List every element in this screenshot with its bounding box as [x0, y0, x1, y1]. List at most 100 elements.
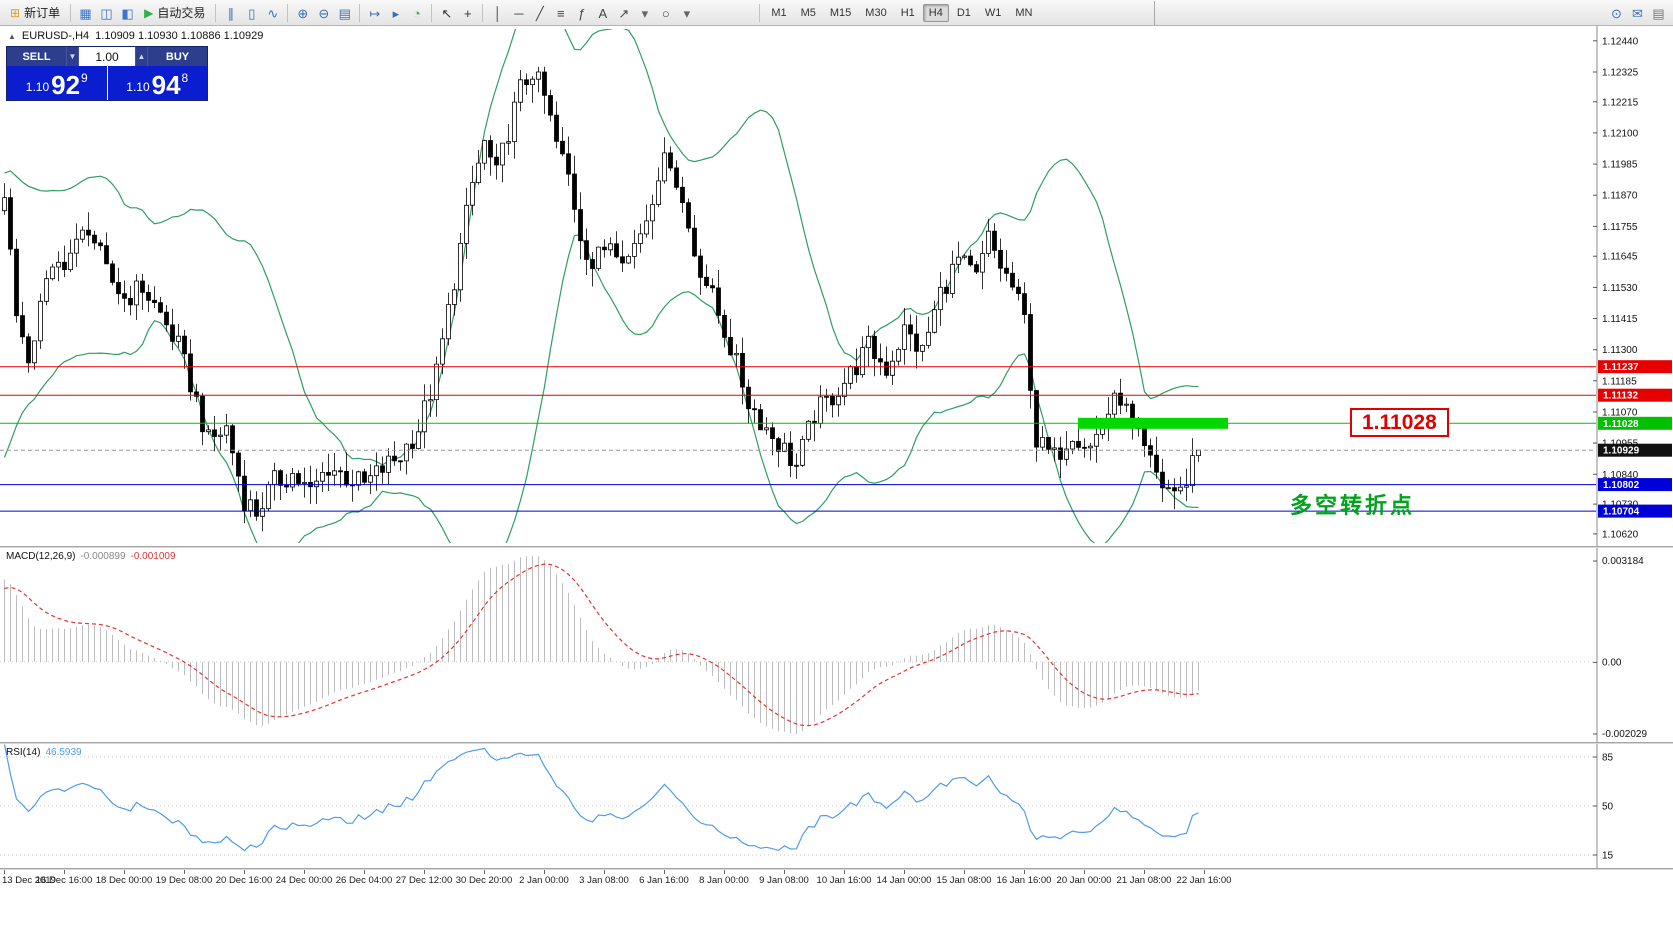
time-axis-tick — [604, 870, 605, 874]
volume-input[interactable]: 1.00 — [79, 47, 135, 66]
support-line-2-tag: 1.10704 — [1598, 504, 1672, 518]
crosshair-icon[interactable]: + — [464, 5, 472, 21]
price-axis-label: 1.12215 — [1602, 97, 1639, 108]
sell-button[interactable]: SELL — [7, 47, 66, 66]
timeframe-m30[interactable]: M30 — [865, 6, 887, 19]
time-axis[interactable]: 13 Dec 2019 16 Dec 16:00 18 Dec 00:00 19 De… — [0, 870, 1673, 890]
time-axis-tick — [964, 870, 965, 874]
timeframe-d1[interactable]: D1 — [956, 6, 971, 19]
current-price-tag: 1.10929 — [1598, 443, 1672, 457]
timeframe-m1[interactable]: M1 — [771, 6, 787, 19]
macd-signal-value: -0.001009 — [130, 551, 176, 562]
candlestick-chart[interactable]: 1.12440 1.12325 1.12215 1.12100 1.11985 1.118… — [0, 26, 1673, 546]
rsi-chart[interactable]: 85 50 15 — [0, 744, 1673, 868]
horizontal-line-tool-icon[interactable]: ─ — [514, 5, 524, 21]
sell-price-button[interactable]: 1.10 92 9 — [7, 66, 107, 100]
text-tool-icon[interactable]: A — [598, 5, 608, 21]
time-axis-tick — [424, 870, 425, 874]
bollinger-lower-band — [3, 234, 1199, 543]
candlestick-chart-icon[interactable]: ▯ — [248, 5, 256, 21]
rsi-axis-label: 15 — [1602, 851, 1614, 862]
quick-search-icon[interactable]: ⊙ — [1611, 5, 1622, 21]
auto-trading-button[interactable]: ▶ 自动交易 — [138, 3, 211, 23]
rsi-title: RSI(14) 46.5939 — [6, 747, 82, 758]
time-axis-label: 14 Jan 00:00 — [876, 875, 932, 886]
svg-text:1.10802: 1.10802 — [1603, 480, 1640, 491]
chart-ohlc-header: ▲ EURUSD-,H4 1.10909 1.10930 1.10886 1.1… — [8, 30, 263, 42]
time-axis-label: 24 Dec 00:00 — [275, 875, 333, 886]
macd-axis-label: -0.002029 — [1602, 729, 1647, 740]
toolbar-separator — [215, 3, 217, 22]
time-axis-tick — [664, 870, 665, 874]
one-click-collapse-icon[interactable]: ▲ — [8, 31, 16, 41]
zoom-in-icon[interactable]: ⊕ — [297, 5, 309, 21]
price-chart-panel[interactable]: ▲ EURUSD-,H4 1.10909 1.10930 1.10886 1.1… — [0, 26, 1673, 546]
macd-chart[interactable]: 0.003184 0.00 -0.002029 — [0, 548, 1673, 742]
macd-panel-divider[interactable] — [0, 546, 1673, 548]
data-window-icon[interactable]: ◧ — [121, 5, 134, 21]
chart-plot-layer — [0, 29, 1596, 543]
time-axis-label: 27 Dec 12:00 — [395, 875, 453, 886]
time-axis-tick — [544, 870, 545, 874]
time-axis-label: 10 Jan 16:00 — [816, 875, 872, 886]
timeframe-h4[interactable]: H4 — [922, 3, 949, 22]
time-axis-label: 21 Jan 08:00 — [1116, 875, 1172, 886]
timeframe-h1[interactable]: H1 — [900, 6, 915, 19]
new-order-button[interactable]: ⊞ 新订单 — [4, 3, 66, 23]
pivot-annotation-text[interactable]: 多空转折点 — [1290, 493, 1416, 518]
shapes-dropdown-icon[interactable]: ▾ — [683, 5, 691, 21]
arrows-tool-icon[interactable]: ↗ — [618, 5, 630, 21]
timeframe-m15[interactable]: M15 — [829, 6, 852, 19]
pivot-highlight-rect[interactable] — [1078, 417, 1228, 429]
price-axis-label: 1.12325 — [1602, 68, 1639, 79]
volume-increase-button[interactable]: ▲ — [135, 47, 148, 66]
trendline-tool-icon[interactable]: ╱ — [535, 5, 544, 21]
buy-price-button[interactable]: 1.10 94 8 — [107, 66, 207, 100]
time-axis-tick — [184, 870, 185, 874]
macd-signal-line — [4, 563, 1199, 727]
time-axis-label: 20 Dec 16:00 — [215, 875, 273, 886]
line-chart-icon[interactable]: ∿ — [267, 5, 279, 21]
auto-scroll-icon[interactable]: ↦ — [369, 5, 381, 21]
price-axis-label: 1.11755 — [1602, 222, 1638, 233]
rsi-panel-divider[interactable] — [0, 742, 1673, 744]
timeframe-w1[interactable]: W1 — [984, 6, 1002, 19]
sell-price-prefix: 1.10 — [25, 80, 50, 94]
time-axis-label: 16 Jan 16:00 — [996, 875, 1052, 886]
time-axis-tick — [304, 870, 305, 874]
fibonacci-tool-icon[interactable]: ƒ — [578, 5, 586, 21]
arrows-dropdown-icon[interactable]: ▾ — [641, 5, 649, 21]
svg-text:1.10704: 1.10704 — [1603, 507, 1640, 518]
time-axis-label: 30 Dec 20:00 — [455, 875, 513, 886]
buy-button[interactable]: BUY — [148, 47, 207, 66]
chart-shift-icon[interactable]: ▸ — [392, 5, 400, 21]
new-order-button-icon: ⊞ — [10, 5, 21, 20]
rsi-axis-label: 85 — [1602, 753, 1614, 764]
macd-panel[interactable]: MACD(12,26,9) -0.000899 -0.001009 0.003184… — [0, 548, 1673, 742]
volume-decrease-button[interactable]: ▼ — [66, 47, 79, 66]
vertical-line-tool-icon[interactable]: │ — [493, 5, 502, 21]
mail-icon[interactable]: ✉ — [1632, 5, 1643, 21]
tile-windows-icon[interactable]: ▤ — [338, 5, 351, 21]
rsi-panel[interactable]: RSI(14) 46.5939 85 50 15 — [0, 744, 1673, 868]
zoom-out-icon[interactable]: ⊖ — [318, 5, 330, 21]
time-axis-tick — [64, 870, 65, 874]
new-chart-icon[interactable]: ▦ — [79, 5, 92, 21]
timeframe-mn[interactable]: MN — [1015, 6, 1033, 19]
clock-icon[interactable]: ◔ — [412, 5, 421, 21]
shapes-tool-icon[interactable]: ○ — [661, 5, 670, 21]
macd-histogram — [4, 556, 1199, 734]
toolbar-separator — [482, 3, 484, 22]
timeframe-m5[interactable]: M5 — [800, 6, 816, 19]
print-icon[interactable]: ▤ — [1652, 5, 1665, 21]
cursor-icon[interactable]: ↖ — [441, 5, 453, 21]
macd-axis-label: 0.003184 — [1602, 556, 1644, 567]
bollinger-upper-band — [4, 29, 1199, 466]
bar-chart-icon[interactable]: ∥ — [227, 5, 235, 21]
new-order-button-label: 新订单 — [24, 6, 61, 20]
macd-value: -0.000899 — [80, 551, 126, 562]
profiles-icon[interactable]: ◫ — [100, 5, 113, 21]
price-level-callout[interactable]: 1.11028 — [1350, 408, 1449, 438]
bull-candles — [2, 71, 1201, 517]
channel-tool-icon[interactable]: ≡ — [557, 5, 565, 21]
